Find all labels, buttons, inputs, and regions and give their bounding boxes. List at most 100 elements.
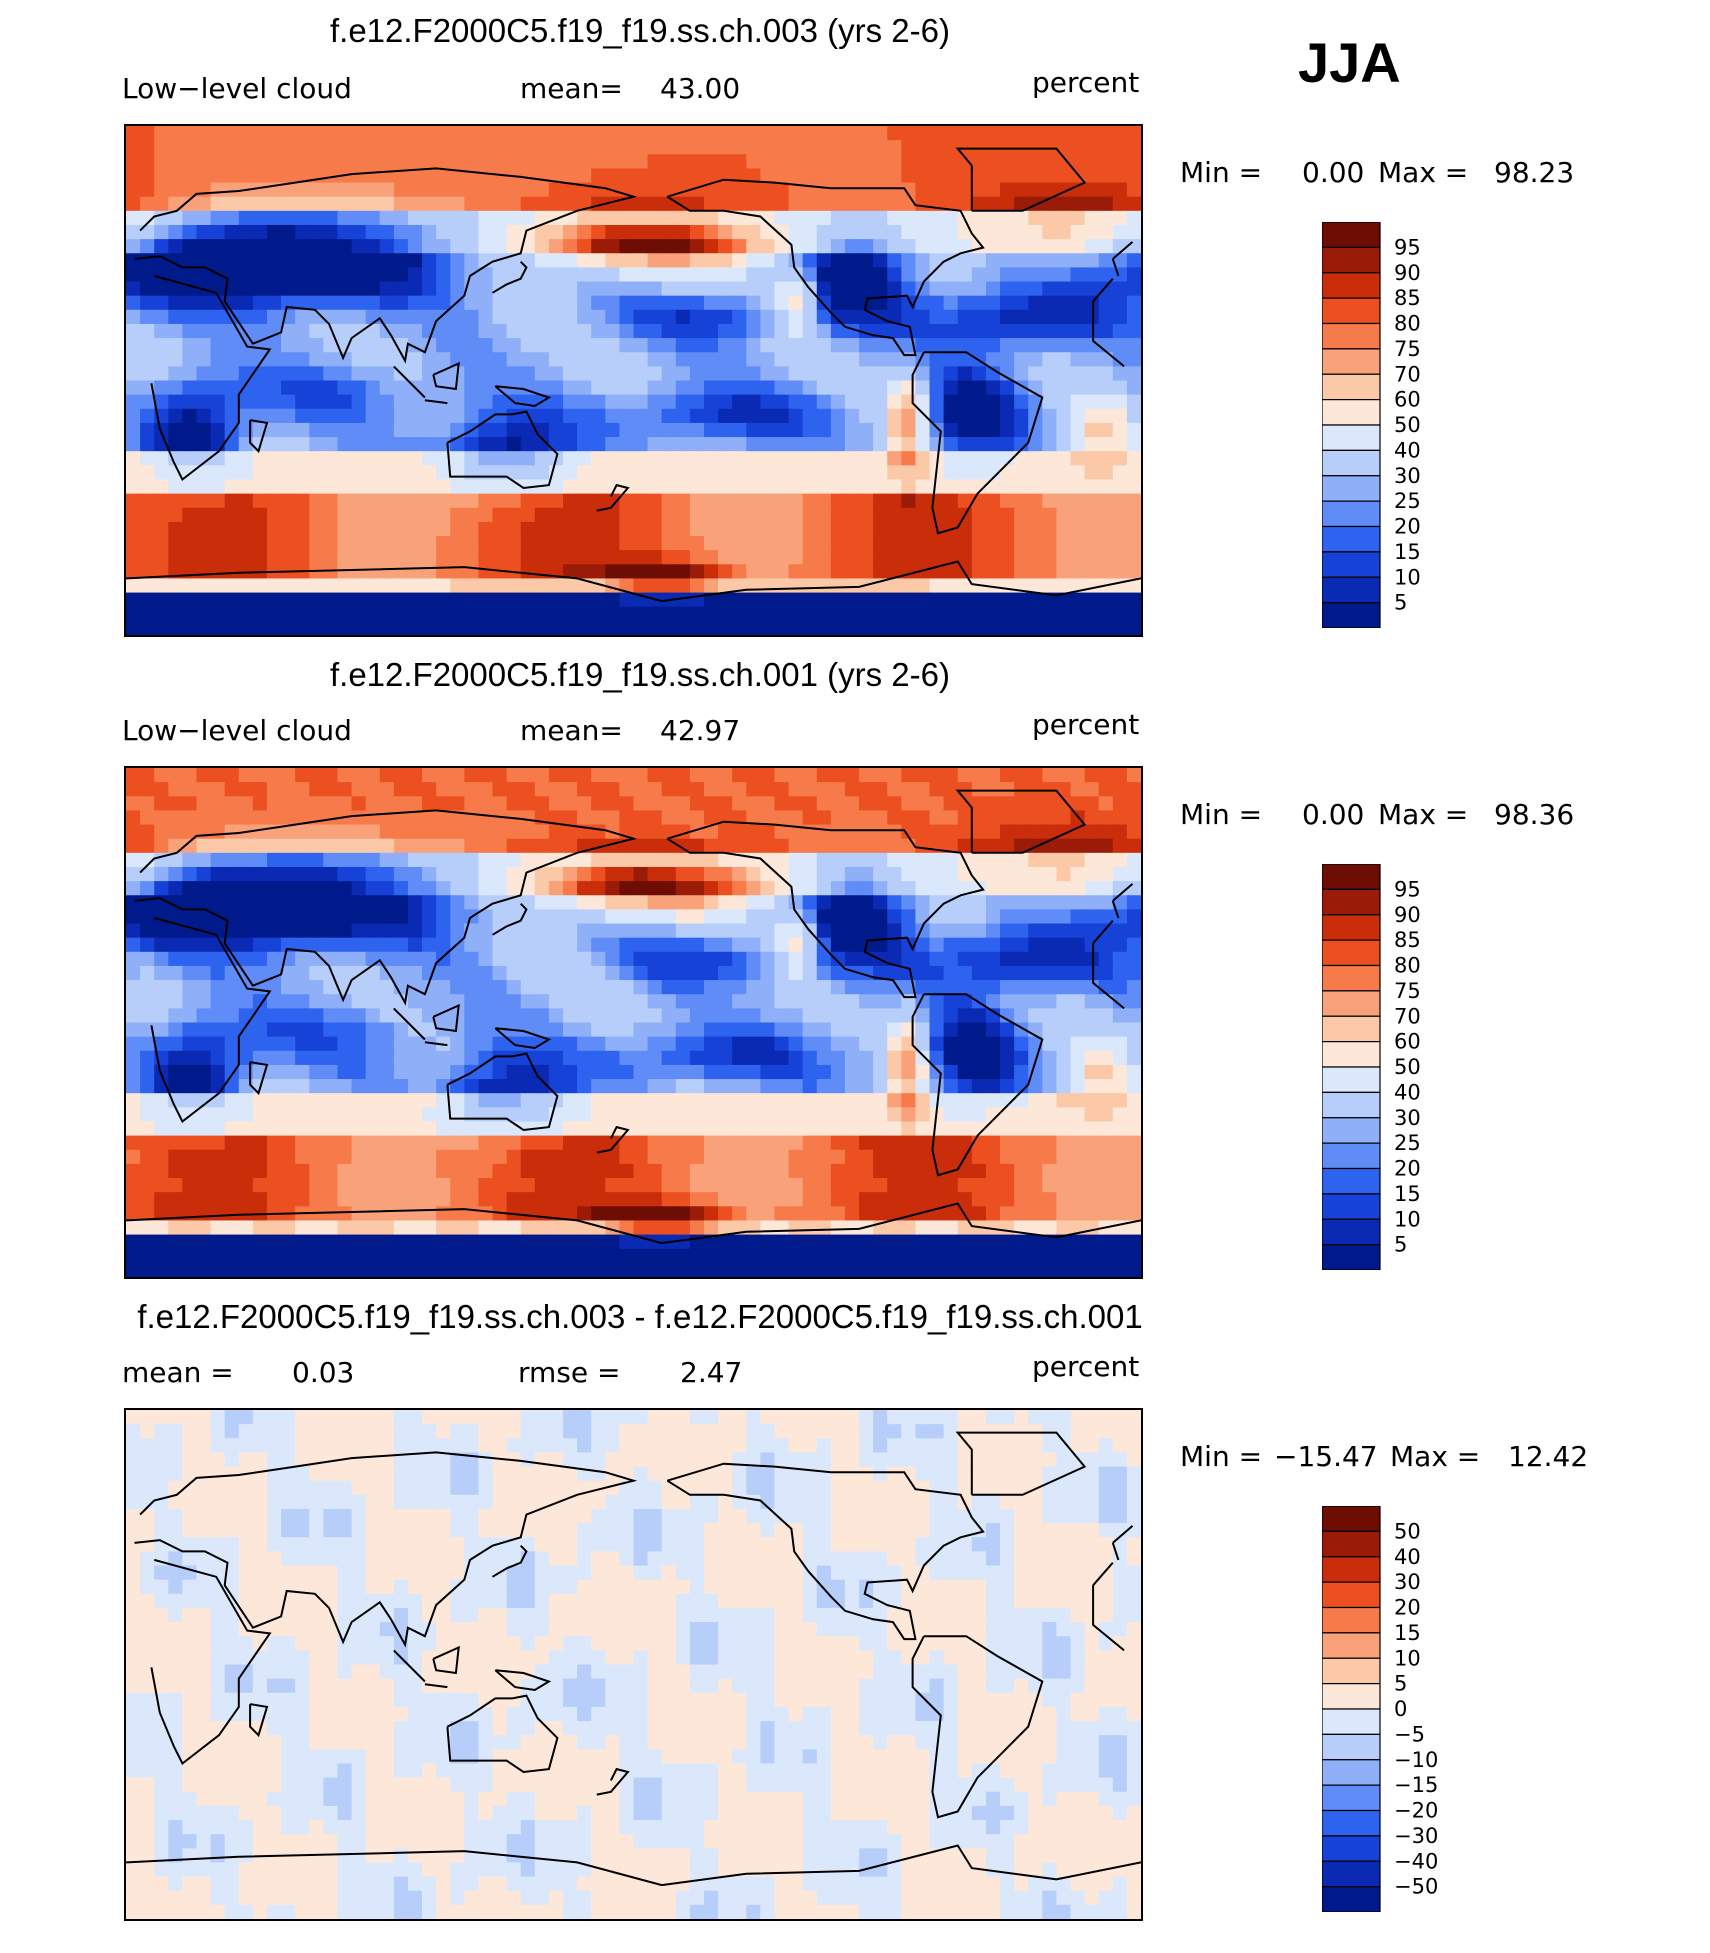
panel-2-field-cell [351, 1064, 367, 1080]
panel-2-field-cell [661, 965, 677, 981]
panel-1-field-cell [619, 366, 635, 382]
panel-2-field-cell [633, 810, 649, 826]
panel-2-field-cell [1042, 852, 1058, 868]
panel-2-field-cell [873, 994, 888, 1009]
panel-2-field-cell [309, 824, 324, 840]
panel-2-field-cell [563, 866, 578, 882]
panel-1-field-cell [563, 126, 578, 141]
panel-1-field-cell [929, 394, 945, 410]
panel-1-field-cell [647, 564, 663, 580]
panel-1-field-cell [210, 465, 226, 481]
panel-2-field-cell [844, 1079, 860, 1094]
panel-1-field-cell [1084, 239, 1100, 254]
panel-2-field-cell [633, 852, 649, 868]
panel-2-field-cell [126, 937, 141, 953]
panel-2-field-cell [605, 951, 621, 967]
panel-1-field-cell [774, 479, 790, 495]
panel-1-field-cell [943, 154, 959, 170]
panel-1-field-cell [492, 592, 508, 608]
panel-1-field-cell [281, 224, 296, 240]
panel-1-field-cell [1112, 168, 1128, 184]
panel-1-field-cell [506, 140, 522, 155]
panel-2-field-cell [379, 881, 395, 896]
panel-2-field-cell [422, 1093, 437, 1108]
panel-2-field-cell [534, 909, 550, 925]
panel-1-field-cell [844, 493, 860, 509]
panel-1-field-cell [407, 620, 423, 635]
panel-1-field-cell [591, 380, 606, 396]
panel-1-colorbar-swatch [1321, 424, 1381, 451]
panel-2-field-cell [591, 1206, 606, 1222]
panel-1-field-cell [619, 437, 635, 452]
panel-1-field-cell [351, 550, 367, 565]
panel-1-field-cell [492, 507, 508, 523]
panel-2-field-cell [943, 1107, 959, 1123]
panel-2-field-cell [816, 965, 832, 981]
panel-2-field-cell [126, 951, 141, 967]
panel-1-field-cell [1098, 140, 1114, 155]
panel-2-field-cell [252, 965, 268, 981]
panel-1-field-cell [774, 352, 790, 367]
panel-1-field-cell [407, 352, 423, 367]
panel-1-field-cell [830, 394, 846, 410]
panel-1-field-cell [957, 536, 973, 551]
panel-1-field-cell [168, 352, 183, 367]
panel-2-field-cell [605, 1036, 621, 1052]
panel-2-field-cell [1000, 1093, 1015, 1108]
panel-1-field-cell [1056, 338, 1072, 353]
panel-1-field-cell [1056, 550, 1072, 565]
panel-2-field-cell [492, 1036, 508, 1052]
panel-1-field-cell [422, 451, 437, 466]
panel-1-field-cell [196, 578, 212, 594]
panel-1-field-cell [830, 507, 846, 523]
panel-2-field-cell [393, 1050, 409, 1066]
panel-1-field-cell [1070, 536, 1086, 551]
panel-1-field-cell [1028, 366, 1043, 382]
panel-2-field-cell [492, 895, 508, 910]
panel-1-field-cell [1056, 352, 1072, 367]
panel-1-field-cell [816, 437, 832, 452]
panel-1-field-cell [605, 295, 621, 311]
panel-1-field-cell [859, 154, 874, 170]
panel-2-field-cell [985, 796, 1001, 812]
panel-1-field-cell [281, 239, 296, 254]
panel-1-field-cell [295, 592, 310, 608]
panel-2-field-cell [873, 1079, 888, 1094]
panel-1-field-cell [844, 182, 860, 198]
panel-2-field-cell [816, 881, 832, 896]
panel-1-field-cell [873, 182, 888, 198]
panel-1-field-cell [1126, 154, 1141, 170]
panel-1-field-cell [295, 267, 310, 283]
panel-2-field-cell [901, 1107, 917, 1123]
panel-2-field-cell [323, 909, 339, 925]
panel-2-field-cell [492, 1079, 508, 1094]
panel-2-field-cell [703, 1163, 719, 1179]
panel-2-field-cell [534, 852, 550, 868]
panel-2-field-cell [140, 1206, 155, 1222]
panel-1-field-cell [337, 380, 353, 396]
panel-1-field-cell [548, 182, 564, 198]
panel-2-field-cell [520, 1163, 536, 1179]
panel-1-field-cell [1126, 620, 1141, 635]
panel-1-field-cell [196, 196, 212, 212]
panel-1-field-cell [605, 323, 621, 339]
panel-1-field-cell [351, 394, 367, 410]
panel-2-field-cell [154, 1121, 169, 1137]
panel-2-field-cell [957, 980, 973, 995]
panel-1-field-cell [140, 521, 155, 537]
panel-2-field-cell [393, 782, 409, 797]
panel-2-field-cell [224, 1093, 240, 1108]
panel-1-field-cell [379, 154, 395, 170]
panel-1-field-cell [266, 408, 282, 424]
panel-1-field-cell [1042, 606, 1058, 622]
panel-1-field-cell [1056, 309, 1072, 325]
panel-1-field-cell [506, 620, 522, 635]
panel-1-field-cell [844, 168, 860, 184]
panel-1-field-cell [266, 578, 282, 594]
panel-2-field-cell [393, 1220, 409, 1236]
panel-1-field-cell [577, 295, 592, 311]
panel-1-field-cell [915, 309, 931, 325]
panel-1-field-cell [859, 592, 874, 608]
panel-2-field-cell [534, 1163, 550, 1179]
panel-1-field-cell [337, 422, 353, 438]
